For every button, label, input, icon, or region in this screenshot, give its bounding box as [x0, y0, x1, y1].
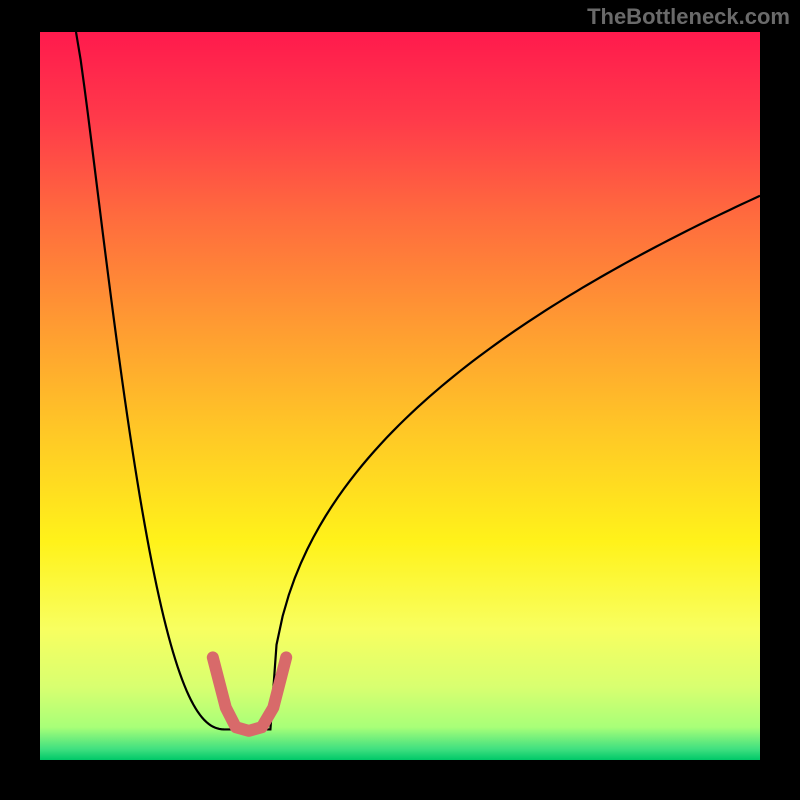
chart-container: TheBottleneck.com — [0, 0, 800, 800]
plot-background — [40, 32, 760, 760]
watermark-text: TheBottleneck.com — [587, 4, 790, 30]
bottleneck-chart — [0, 0, 800, 800]
